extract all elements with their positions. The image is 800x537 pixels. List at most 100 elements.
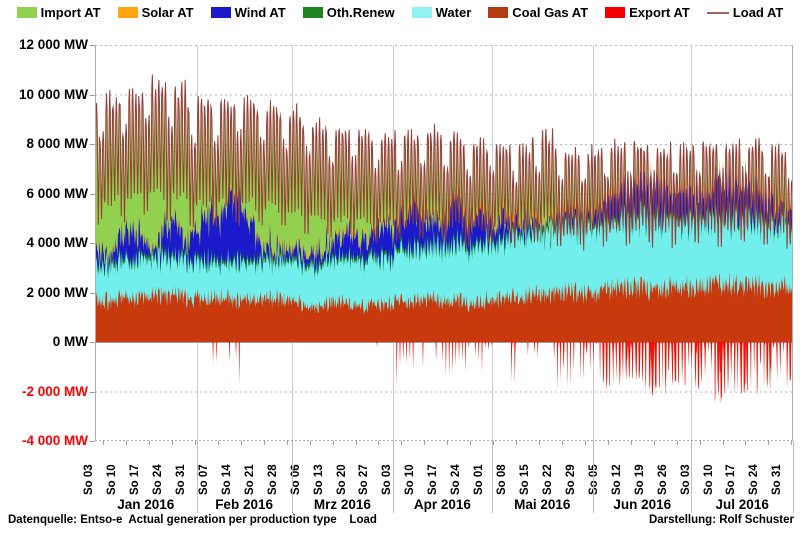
chart-plot-area: [95, 45, 793, 441]
legend-item-load-at: Load AT: [706, 5, 783, 20]
y-axis-tick: [90, 144, 95, 145]
x-axis-label: So 10: [702, 464, 715, 495]
legend-color-swatch: [117, 7, 138, 18]
x-axis-label: So 14: [220, 464, 233, 495]
y-axis-label: -2 000 MW: [21, 383, 88, 399]
y-axis-label: 10 000 MW: [18, 86, 88, 102]
x-axis-tick: [607, 441, 609, 445]
x-axis-label: So 12: [610, 464, 623, 495]
x-axis-tick: [172, 441, 173, 445]
legend-label: Oth.Renew: [326, 5, 395, 20]
x-axis-label: So 13: [312, 464, 325, 495]
x-axis-tick: [286, 441, 288, 445]
x-axis-tick: [676, 441, 678, 445]
legend-item-oth-renew: Oth.Renew: [302, 5, 395, 20]
x-axis-label: So 21: [243, 464, 256, 495]
month-label: Mai 2016: [514, 497, 571, 512]
month-separator: [196, 441, 198, 513]
x-axis-tick: [332, 441, 334, 445]
x-axis-label: So 31: [174, 464, 187, 495]
x-axis-label: So 31: [771, 464, 784, 495]
x-axis-label: So 17: [725, 464, 738, 495]
month-separator: [691, 441, 693, 513]
x-axis-label: So 24: [152, 464, 164, 495]
x-axis-label: So 17: [427, 464, 440, 495]
legend-item-water: Water: [411, 5, 472, 20]
x-axis-tick: [126, 441, 128, 445]
y-axis-tick: [90, 441, 95, 442]
x-axis-tick: [768, 441, 770, 445]
author-note: Darstellung: Rolf Schuster: [648, 514, 794, 526]
x-axis-tick: [791, 441, 793, 445]
legend-line-swatch: [706, 11, 729, 14]
legend-label: Solar AT: [141, 5, 194, 20]
x-axis-tick: [355, 441, 357, 445]
month-separator: [291, 441, 293, 513]
y-axis-tick: [90, 391, 95, 393]
x-axis-label: So 03: [83, 464, 96, 495]
month-label: Jul 2016: [715, 497, 769, 512]
month-label: Jan 2016: [117, 497, 175, 512]
y-axis-label: -4 000 MW: [21, 433, 88, 448]
legend-item-wind-at: Wind AT: [210, 5, 286, 20]
legend-color-swatch: [488, 7, 509, 18]
legend-color-swatch: [16, 7, 37, 18]
y-axis-tick: [90, 342, 95, 343]
x-axis-label: So 22: [541, 464, 554, 495]
x-axis-tick: [539, 441, 541, 445]
month-separator: [593, 441, 595, 513]
legend-item-export-at: Export AT: [605, 5, 690, 20]
x-axis-tick: [470, 441, 472, 445]
x-axis-label: So 28: [266, 464, 279, 495]
y-axis-tick: [90, 292, 95, 294]
x-axis-tick: [630, 441, 632, 445]
x-axis-tick: [561, 441, 563, 445]
x-axis-tick: [653, 441, 655, 445]
y-axis-label: 12 000 MW: [18, 37, 88, 52]
x-axis-tick: [745, 441, 747, 445]
legend-color-swatch: [411, 7, 432, 18]
legend-label: Wind AT: [234, 5, 286, 20]
legend-label: Import AT: [40, 5, 101, 20]
month-separator: [393, 441, 395, 513]
y-axis-label: 0 MW: [52, 334, 88, 349]
legend-item-import-at: Import AT: [16, 5, 101, 20]
legend-color-swatch: [302, 7, 323, 18]
legend-color-swatch: [210, 7, 231, 18]
x-axis-tick: [194, 441, 196, 445]
y-axis-tick: [90, 45, 95, 46]
y-axis-tick: [90, 243, 95, 244]
legend-item-solar-at: Solar AT: [117, 5, 194, 20]
legend-color-swatch: [605, 7, 626, 18]
month-separator: [491, 441, 493, 513]
x-axis-tick: [584, 441, 586, 445]
legend-label: Water: [435, 5, 472, 20]
x-axis-tick: [424, 441, 426, 445]
legend-item-coal-gas-at: Coal Gas AT: [488, 5, 588, 20]
x-axis-tick: [699, 441, 701, 445]
x-axis-tick: [401, 441, 403, 445]
x-axis-tick: [240, 441, 242, 445]
x-axis-label: So 10: [404, 464, 417, 495]
y-axis-label: 8 000 MW: [26, 136, 88, 151]
x-axis-label: So 24: [748, 464, 761, 495]
x-axis-label: So 26: [656, 464, 669, 495]
x-axis-label: So 19: [633, 464, 646, 495]
source-note: Datenquelle: Entso-e Actual generation p…: [8, 514, 377, 526]
x-axis-tick: [309, 441, 311, 445]
legend-label: Export AT: [629, 5, 690, 20]
y-axis-label: 6 000 MW: [26, 185, 88, 201]
x-axis-label: So 29: [564, 464, 577, 495]
month-label: Jun 2016: [613, 497, 672, 512]
legend-label: Coal Gas AT: [512, 5, 589, 20]
month-separator: [793, 441, 794, 513]
y-axis-label: 4 000 MW: [26, 235, 88, 250]
month-label: Feb 2016: [215, 497, 273, 512]
month-label: Mrz 2016: [313, 497, 371, 512]
x-axis-label: So 08: [496, 464, 509, 495]
y-axis-label: 2 000 MW: [26, 284, 88, 300]
x-axis-tick: [378, 441, 380, 445]
x-axis-label: So 07: [197, 464, 210, 495]
x-axis-label: So 15: [519, 464, 532, 495]
